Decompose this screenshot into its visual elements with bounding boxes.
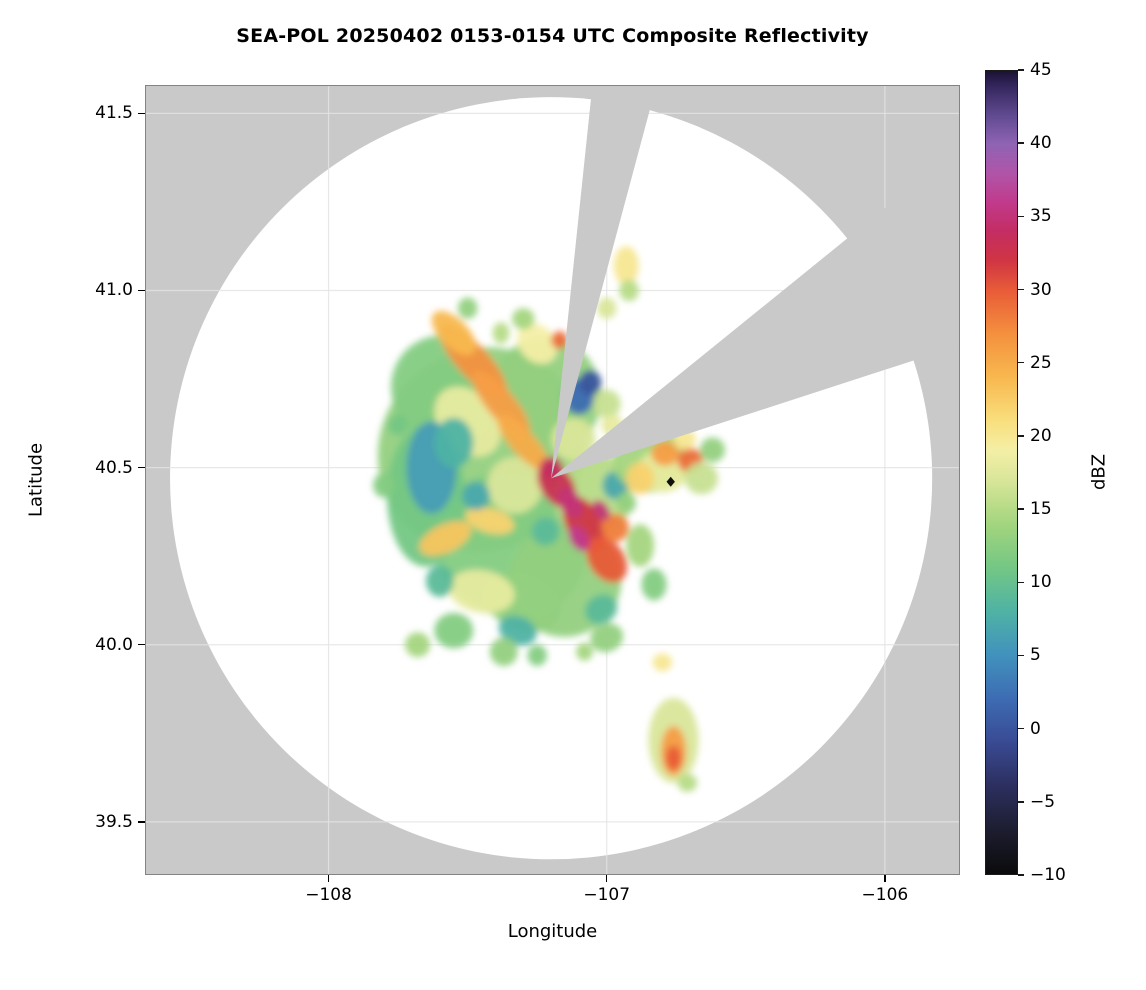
y-tick-mark <box>138 821 145 823</box>
y-axis-label: Latitude <box>25 442 47 518</box>
colorbar-tick-mark <box>1018 508 1024 510</box>
colorbar-tick-label: 0 <box>1030 718 1041 739</box>
colorbar-tick-label: −5 <box>1030 791 1056 812</box>
x-axis-label: Longitude <box>507 921 598 942</box>
echo-blob <box>465 507 515 535</box>
colorbar-tick-label: 15 <box>1030 499 1052 520</box>
y-tick-mark <box>138 466 145 469</box>
echo-blob <box>578 370 602 395</box>
colorbar-tick-label: 45 <box>1030 60 1052 80</box>
echo-blob <box>425 565 454 597</box>
y-tick-label: 41.5 <box>95 103 133 124</box>
colorbar-tick-mark <box>1018 435 1024 437</box>
colorbar-tick-label: 30 <box>1030 279 1052 300</box>
plot-area <box>145 85 960 875</box>
site-marker-diamond <box>666 476 675 487</box>
x-tick-label: −106 <box>861 885 909 905</box>
echo-blob <box>434 418 474 468</box>
echo-blob <box>487 456 543 514</box>
y-tick-label: 41.0 <box>95 280 133 301</box>
echo-blob <box>665 745 682 771</box>
echo-blob <box>457 297 478 319</box>
echo-blob <box>405 632 431 658</box>
echo-blob <box>597 297 617 319</box>
y-tick-mark <box>138 643 145 646</box>
x-tick-label: −107 <box>583 885 631 905</box>
echo-blob <box>492 322 510 344</box>
echo-blob <box>489 637 518 666</box>
echo-blob <box>699 437 725 463</box>
colorbar-tick-label: 5 <box>1030 645 1041 666</box>
echo-blob <box>613 246 639 286</box>
colorbar-tick-mark <box>1018 727 1024 730</box>
colorbar-tick-label: 35 <box>1030 206 1052 227</box>
colorbar-tick-mark <box>1018 361 1024 364</box>
echo-blob <box>539 456 563 479</box>
echo-blob <box>585 594 618 625</box>
colorbar-tick-label: 40 <box>1030 133 1052 154</box>
echo-blob <box>512 308 535 330</box>
echo-blob <box>592 500 610 521</box>
colorbar <box>985 70 1018 875</box>
echo-blob <box>419 521 472 556</box>
echo-blob <box>517 323 558 364</box>
colorbar-tick-label: 25 <box>1030 352 1052 373</box>
echo-blob <box>527 644 547 666</box>
y-tick-label: 39.5 <box>95 811 133 832</box>
colorbar-label: dBZ <box>1088 453 1110 491</box>
echo-blob <box>448 569 515 614</box>
colorbar-tick-mark <box>1018 69 1024 71</box>
echo-blob <box>531 517 560 546</box>
radar-plot-canvas <box>146 86 959 874</box>
echo-blob <box>431 310 476 356</box>
y-tick-label: 40.5 <box>95 457 133 478</box>
echo-blob <box>652 653 673 672</box>
echo-blob <box>616 492 636 514</box>
echo-blob <box>626 462 655 495</box>
x-tick-mark <box>327 875 330 882</box>
colorbar-tick-label: −10 <box>1030 865 1066 885</box>
colorbar-tick-mark <box>1018 801 1024 803</box>
echo-blob <box>677 774 698 792</box>
no-data-sector <box>551 86 657 479</box>
echo-blob <box>568 525 590 552</box>
chart-title: SEA-POL 20250402 0153-0154 UTC Composite… <box>236 25 869 47</box>
y-tick-mark <box>138 112 145 115</box>
colorbar-tick-label: 20 <box>1030 425 1052 446</box>
echo-blob <box>497 414 550 471</box>
echo-blob <box>592 389 621 419</box>
echo-blob <box>641 568 667 601</box>
echo-blob <box>558 487 584 519</box>
colorbar-tick-mark <box>1018 581 1024 584</box>
echo-blob <box>388 414 408 436</box>
colorbar-tick-mark <box>1018 142 1024 144</box>
echo-blob <box>373 472 396 498</box>
y-tick-mark <box>138 289 145 292</box>
echo-blob <box>626 524 655 567</box>
echo-blob <box>434 612 474 649</box>
reflectivity-echoes <box>373 246 725 792</box>
colorbar-tick-mark <box>1018 874 1024 876</box>
y-tick-label: 40.0 <box>95 634 133 655</box>
echo-blob <box>590 623 624 653</box>
x-tick-mark <box>605 875 608 882</box>
echo-blob <box>651 441 680 466</box>
echo-blob <box>576 642 593 661</box>
echo-blob <box>601 513 629 542</box>
colorbar-tick-mark <box>1018 288 1024 291</box>
echo-blob <box>551 331 568 349</box>
colorbar-tick-mark <box>1018 215 1024 218</box>
echo-blob <box>462 481 490 511</box>
colorbar-tick-label: 10 <box>1030 572 1052 593</box>
echo-blob <box>684 462 719 495</box>
x-tick-label: −108 <box>305 885 352 905</box>
echo-blob <box>498 615 537 646</box>
x-tick-mark <box>884 875 886 882</box>
colorbar-tick-mark <box>1018 654 1024 657</box>
echo-blob <box>619 279 639 302</box>
echo-blob <box>586 536 628 583</box>
